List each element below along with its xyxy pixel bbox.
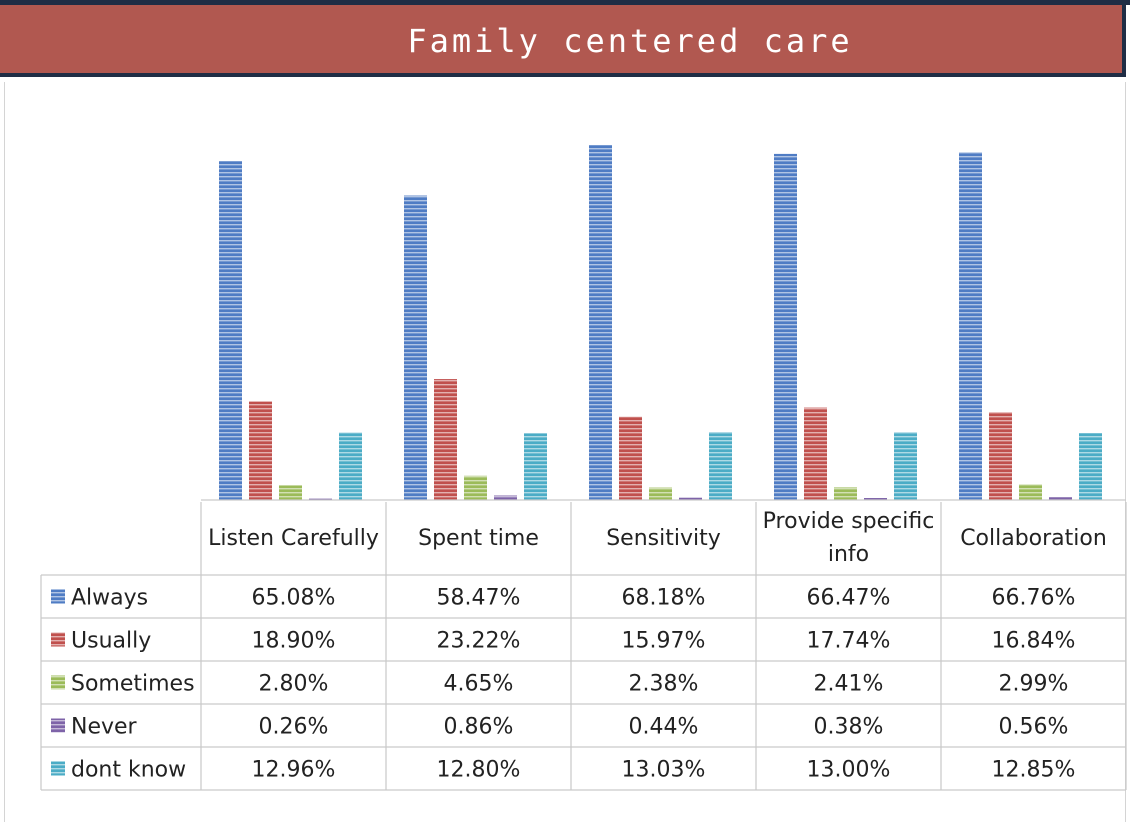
- table-cell-value: 2.38%: [629, 672, 699, 697]
- bar-texture: [404, 195, 427, 500]
- bar-texture: [309, 498, 332, 500]
- bar-texture: [894, 432, 917, 500]
- table-cell-value: 0.44%: [629, 715, 699, 740]
- bar-texture: [619, 416, 642, 500]
- table-cell-value: 17.74%: [807, 629, 891, 654]
- bar-texture: [1019, 484, 1042, 500]
- bar-texture: [219, 161, 242, 500]
- table-cell-value: 0.86%: [444, 715, 514, 740]
- bar-texture: [834, 487, 857, 500]
- bar-texture: [679, 497, 702, 500]
- chart-panel: Listen Carefully Spent time Sensitivity Pro…: [4, 82, 1127, 822]
- category-label: Collaboration: [960, 526, 1107, 551]
- table-cell-value: 0.26%: [259, 715, 329, 740]
- table-cell-value: 12.80%: [437, 758, 521, 783]
- legend-label: Never: [71, 715, 138, 740]
- table-cell-value: 2.41%: [814, 672, 884, 697]
- table-cell-value: 13.00%: [807, 758, 891, 783]
- bar-texture: [804, 407, 827, 500]
- chart-title: Family centered care: [407, 22, 853, 60]
- bars-layer: [219, 145, 1102, 501]
- table-cell-value: 2.99%: [999, 672, 1069, 697]
- category-label: Spent time: [418, 526, 539, 551]
- category-label: Provide specific info: [763, 509, 935, 567]
- table-cell-value: 23.22%: [437, 629, 521, 654]
- legend-swatch-texture: [51, 675, 65, 690]
- bar-texture: [589, 145, 612, 500]
- bar-texture: [774, 153, 797, 501]
- bar-texture: [524, 433, 547, 500]
- table-cell-value: 16.84%: [992, 629, 1076, 654]
- category-label: Listen Carefully: [208, 526, 379, 551]
- legend-swatch-texture: [51, 761, 65, 776]
- table-cell-value: 13.03%: [622, 758, 706, 783]
- data-table: Listen Carefully Spent time Sensitivity Pro…: [40, 499, 1127, 791]
- bar-texture: [1049, 497, 1072, 500]
- table-cell-value: 0.38%: [814, 715, 884, 740]
- table-cell-value: 68.18%: [622, 586, 706, 611]
- title-banner: Family centered care: [0, 5, 1126, 77]
- table-cell-value: 2.80%: [259, 672, 329, 697]
- bar-texture: [989, 412, 1012, 500]
- table-cell-value: 66.47%: [807, 586, 891, 611]
- bar-texture: [709, 432, 732, 500]
- table-cell-value: 66.76%: [992, 586, 1076, 611]
- legend-swatch-texture: [51, 632, 65, 647]
- table-cell-value: 65.08%: [252, 586, 336, 611]
- table-cell-value: 18.90%: [252, 629, 336, 654]
- legend-label: dont know: [71, 758, 186, 783]
- table-cell-value: 15.97%: [622, 629, 706, 654]
- table-cell-value: 58.47%: [437, 586, 521, 611]
- category-label: Sensitivity: [606, 526, 721, 551]
- table-cell-value: 0.56%: [999, 715, 1069, 740]
- frame-top-border: [0, 0, 1130, 5]
- bar-texture: [339, 432, 362, 500]
- legend-label: Always: [71, 586, 148, 611]
- bar-texture: [279, 485, 302, 500]
- bar-texture: [959, 152, 982, 500]
- bar-texture: [494, 495, 517, 500]
- legend-swatch-texture: [51, 718, 65, 733]
- legend-label: Usually: [71, 629, 151, 654]
- chart-canvas: Listen Carefully Spent time Sensitivity Pro…: [40, 145, 1127, 791]
- bar-texture: [434, 379, 457, 500]
- bar-texture: [1079, 433, 1102, 500]
- bar-texture: [649, 487, 672, 500]
- table-cell-value: 4.65%: [444, 672, 514, 697]
- legend-label: Sometimes: [71, 672, 195, 697]
- table-cell-value: 12.85%: [992, 758, 1076, 783]
- bar-texture: [249, 401, 272, 500]
- bar-texture: [464, 475, 487, 500]
- bar-texture: [864, 498, 887, 500]
- legend-swatch-texture: [51, 589, 65, 604]
- table-cell-value: 12.96%: [252, 758, 336, 783]
